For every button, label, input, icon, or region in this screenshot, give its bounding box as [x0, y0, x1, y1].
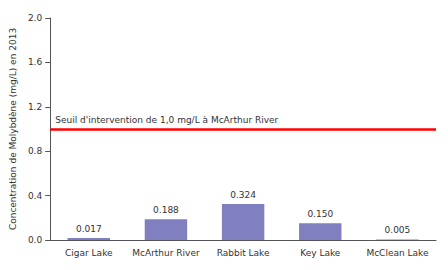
svg-text:0.324: 0.324 [230, 190, 256, 200]
svg-text:0.4: 0.4 [28, 191, 43, 201]
svg-text:0.005: 0.005 [385, 225, 411, 235]
svg-text:2.0: 2.0 [28, 13, 43, 23]
svg-text:0.8: 0.8 [28, 146, 43, 156]
svg-text:0.0: 0.0 [28, 235, 43, 245]
svg-text:Seuil d'intervention de 1,0 mg: Seuil d'intervention de 1,0 mg/L à McArt… [55, 115, 278, 125]
svg-text:McArthur River: McArthur River [132, 248, 200, 258]
svg-text:1.6: 1.6 [28, 57, 43, 67]
svg-text:1.2: 1.2 [28, 102, 42, 112]
svg-text:Rabbit Lake: Rabbit Lake [217, 248, 270, 258]
svg-text:0.150: 0.150 [307, 209, 333, 219]
svg-text:Concentration de Molybdène (mg: Concentration de Molybdène (mg/L) en 201… [8, 28, 18, 230]
svg-text:Cigar Lake: Cigar Lake [65, 248, 113, 258]
svg-text:Key Lake: Key Lake [300, 248, 341, 258]
svg-text:0.017: 0.017 [76, 224, 102, 234]
svg-text:0.188: 0.188 [153, 205, 179, 215]
svg-text:McClean Lake: McClean Lake [366, 248, 429, 258]
